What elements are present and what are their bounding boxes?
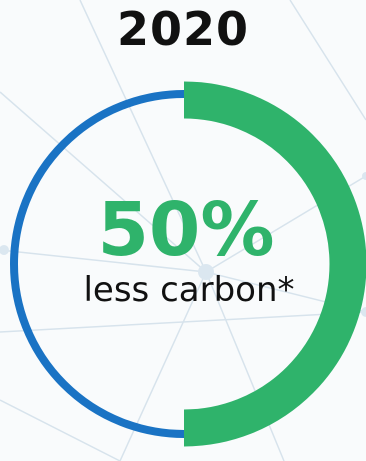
percent-caption: less carbon*	[83, 270, 295, 310]
year-heading: 2020	[116, 2, 250, 56]
donut-segment-less-carbon	[183, 81, 366, 447]
percent-value: 50%	[97, 187, 275, 273]
donut-segment-remaining	[10, 90, 185, 438]
